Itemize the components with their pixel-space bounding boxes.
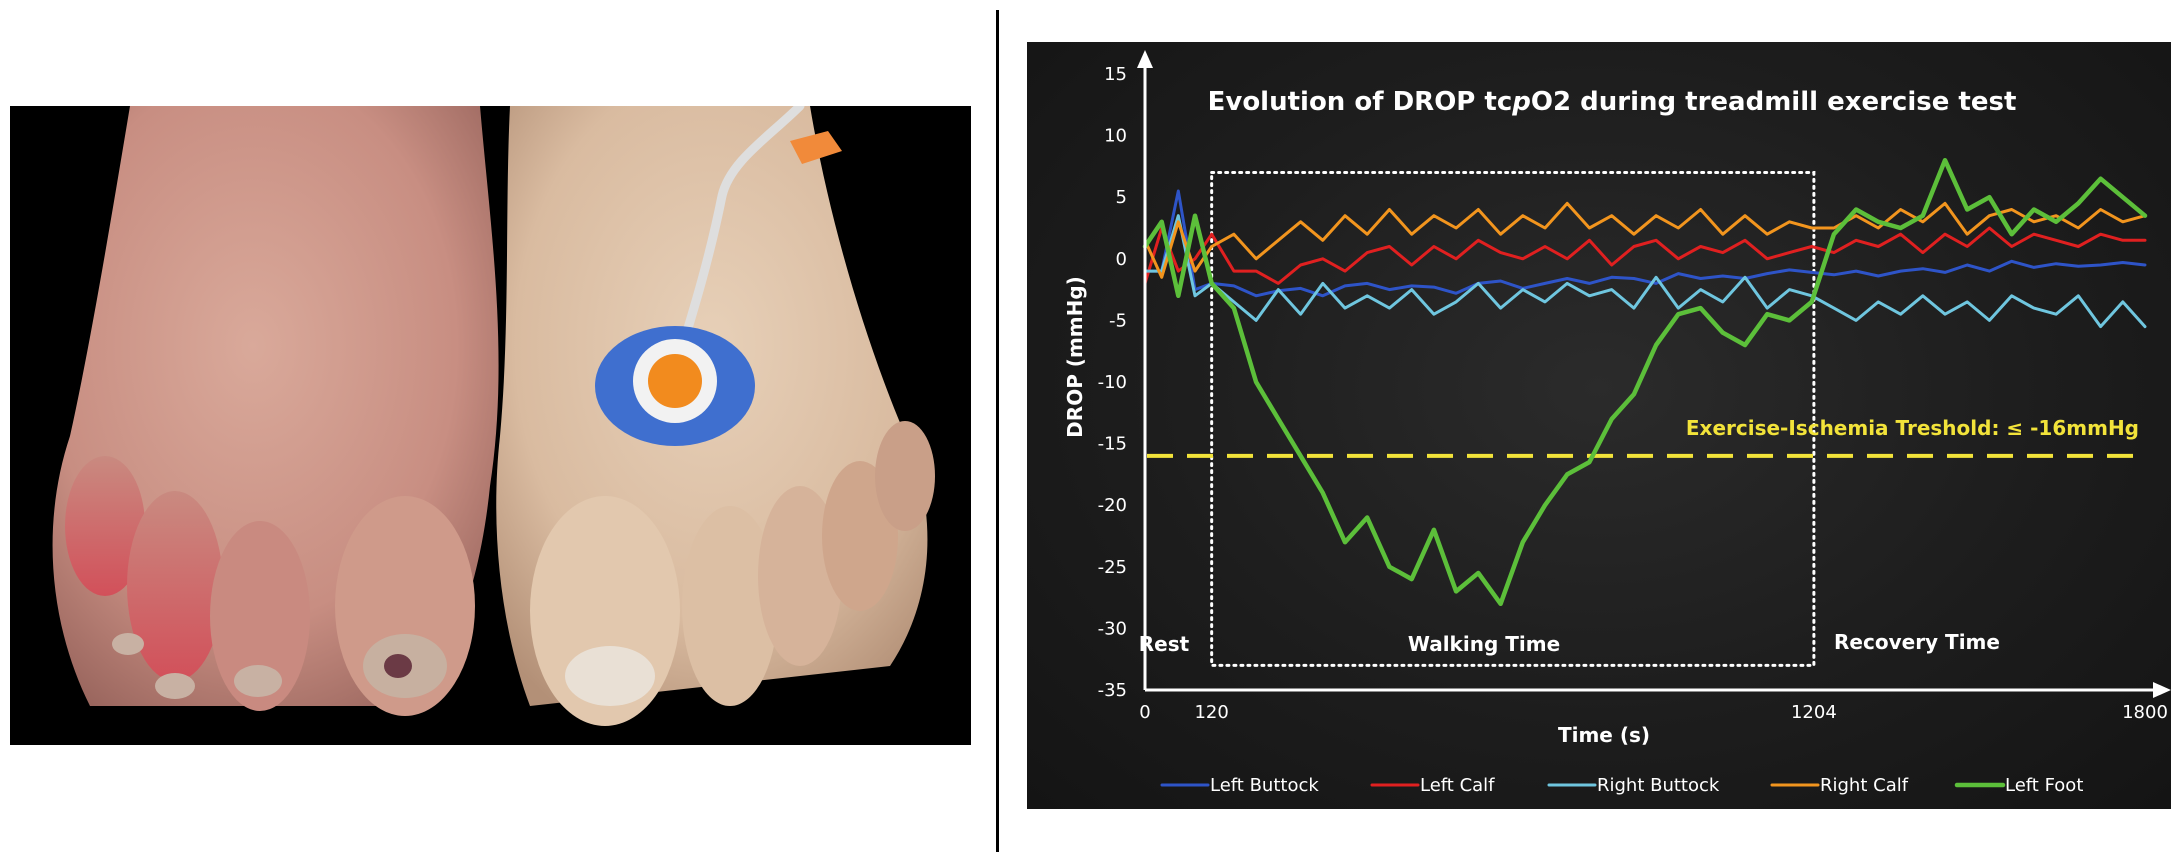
legend: Left Buttock Left Calf Right Buttock Right … xyxy=(1160,775,2083,796)
series-line-left-buttock xyxy=(1143,189,2147,298)
legend-label: Left Buttock xyxy=(1210,775,1319,796)
legend-label: Right Buttock xyxy=(1597,775,1720,796)
legend-label: Left Calf xyxy=(1420,775,1495,796)
x-axis-label: Time (s) xyxy=(1558,723,1650,747)
legend-label: Right Calf xyxy=(1820,775,1909,796)
y-tick-label: -20 xyxy=(1098,495,1127,516)
y-tick-label: -25 xyxy=(1098,557,1127,578)
walking-phase-box xyxy=(1210,171,1816,667)
foot-photo xyxy=(10,106,971,745)
y-tick-label: -30 xyxy=(1098,618,1127,639)
y-tick-label: 0 xyxy=(1116,249,1127,270)
phase-label-walking: Walking Time xyxy=(1408,632,1560,656)
y-tick-label: -35 xyxy=(1098,680,1127,701)
y-tick-label: 15 xyxy=(1104,64,1127,85)
chart-svg: Evolution of DROP tcpO2 during treadmill… xyxy=(1063,50,2171,796)
series-line-left-calf xyxy=(1143,226,2147,285)
chart-title: Evolution of DROP tcpO2 during treadmill… xyxy=(1208,87,2017,117)
chart-panel: Evolution of DROP tcpO2 during treadmill… xyxy=(1027,42,2171,809)
y-tick-label: -10 xyxy=(1098,372,1127,393)
x-axis-arrowhead xyxy=(2153,682,2171,698)
series-line-right-buttock xyxy=(1143,214,2147,329)
y-tick-label: -5 xyxy=(1109,310,1127,331)
threshold-label: Exercise-Ischemia Treshold: ≤ -16mmHg xyxy=(1686,416,2139,440)
y-axis-arrowhead xyxy=(1137,50,1153,68)
y-tick-label: 10 xyxy=(1104,126,1127,147)
tcpo2-sensor xyxy=(595,106,842,446)
y-tick-label: -15 xyxy=(1098,434,1127,455)
phase-label-recovery: Recovery Time xyxy=(1834,630,2000,654)
series-line-left-foot xyxy=(1142,157,2148,607)
phase-label-rest: Rest xyxy=(1139,632,1190,656)
legend-label: Left Foot xyxy=(2005,775,2083,796)
left-foot-shape xyxy=(52,106,499,716)
x-tick-label: 0 xyxy=(1139,702,1150,723)
series-line-right-calf xyxy=(1143,201,2147,279)
x-tick-label: 120 xyxy=(1194,702,1228,723)
y-axis-label: DROP (mmHg) xyxy=(1063,276,1087,438)
panel-divider xyxy=(996,10,999,852)
y-tick-label: 5 xyxy=(1116,187,1127,208)
x-tick-label: 1204 xyxy=(1791,702,1837,723)
x-tick-label: 1800 xyxy=(2122,702,2168,723)
